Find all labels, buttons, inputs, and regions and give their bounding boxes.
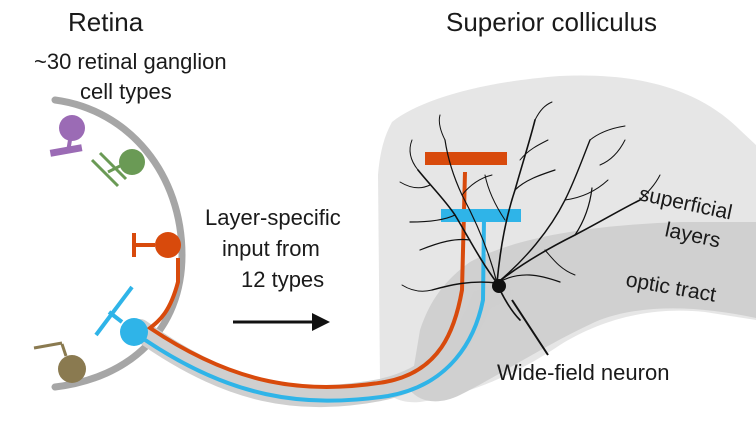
rgc-label-line1: ~30 retinal ganglion	[34, 49, 227, 74]
input-label-line2: input from	[222, 236, 320, 261]
blue-ganglion-cell-icon	[94, 285, 148, 346]
sc-title: Superior colliculus	[446, 7, 657, 37]
input-label-line3: 12 types	[241, 267, 324, 292]
purple-ganglion-cell-icon	[49, 115, 85, 157]
optic-tract-band	[410, 222, 756, 402]
blue-axon-terminal	[441, 209, 521, 222]
rgc-label-line2: cell types	[80, 79, 172, 104]
right-arrow-icon	[233, 313, 330, 331]
wide-field-neuron-icon	[399, 101, 661, 321]
input-label-line1: Layer-specific	[205, 205, 341, 230]
neuron-soma	[492, 279, 506, 293]
orange-axon-terminal	[425, 152, 507, 165]
axon-bundle	[129, 281, 511, 408]
retina-title: Retina	[68, 7, 144, 37]
green-ganglion-cell-icon	[90, 149, 145, 188]
olive-ganglion-cell-icon	[33, 341, 86, 383]
blue-axon	[133, 217, 486, 403]
orange-axon	[146, 171, 467, 390]
orange-ganglion-cell-icon	[132, 232, 181, 258]
wide-field-label: Wide-field neuron	[497, 360, 669, 385]
retina-arc	[51, 96, 186, 391]
neuron-label-pointer	[511, 299, 549, 356]
